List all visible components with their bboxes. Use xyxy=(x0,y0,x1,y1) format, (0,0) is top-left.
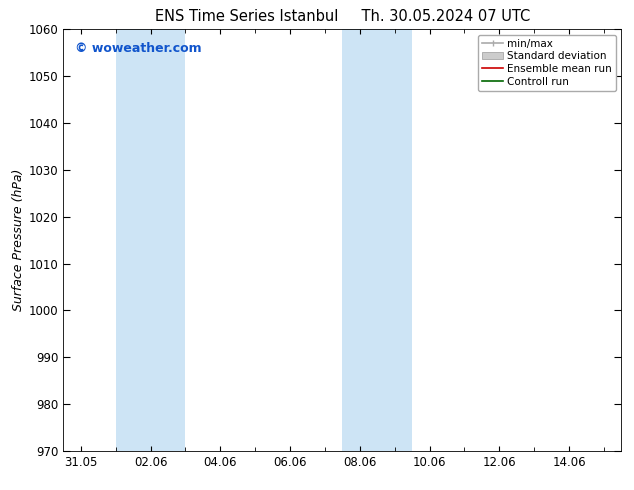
Bar xyxy=(342,29,412,451)
Legend: min/max, Standard deviation, Ensemble mean run, Controll run: min/max, Standard deviation, Ensemble me… xyxy=(478,35,616,91)
Y-axis label: Surface Pressure (hPa): Surface Pressure (hPa) xyxy=(11,169,25,311)
Text: © woweather.com: © woweather.com xyxy=(75,42,201,55)
Title: ENS Time Series Istanbul     Th. 30.05.2024 07 UTC: ENS Time Series Istanbul Th. 30.05.2024 … xyxy=(155,9,530,24)
Bar xyxy=(116,29,185,451)
